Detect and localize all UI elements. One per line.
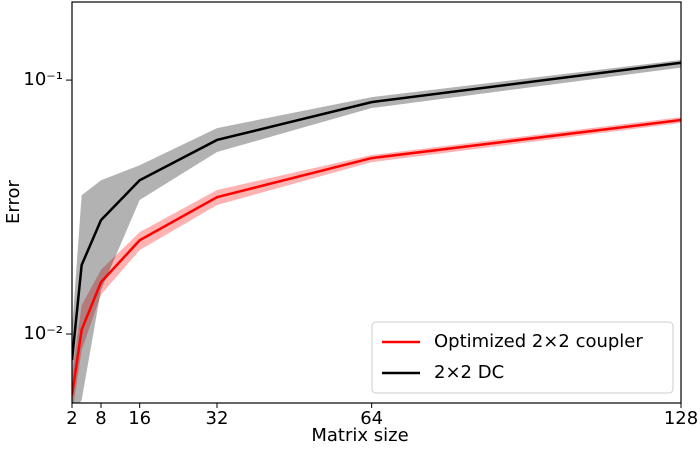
x-tick-label: 128 <box>664 408 698 429</box>
x-tick-label: 64 <box>360 408 383 429</box>
x-axis-label: Matrix size <box>311 425 408 446</box>
series-line <box>72 61 681 361</box>
legend: Optimized 2×2 coupler 2×2 DC <box>371 321 674 394</box>
series-line <box>72 118 681 396</box>
legend-label: Optimized 2×2 coupler <box>434 331 643 352</box>
x-tick-label: 32 <box>206 408 229 429</box>
legend-label: 2×2 DC <box>434 362 504 383</box>
y-tick-label: 10⁻¹ <box>23 69 63 90</box>
x-tick-label: 2 <box>66 408 77 429</box>
y-axis-label: Error <box>3 179 24 223</box>
legend-box <box>371 321 674 394</box>
error-band <box>72 117 681 403</box>
lines <box>72 61 681 396</box>
y-tick-label: 10⁻² <box>23 323 63 344</box>
x-tick-label: 8 <box>95 408 106 429</box>
x-tick-label: 16 <box>128 408 151 429</box>
bands <box>72 59 681 403</box>
plot-frame <box>71 1 682 404</box>
error-band <box>72 59 681 403</box>
